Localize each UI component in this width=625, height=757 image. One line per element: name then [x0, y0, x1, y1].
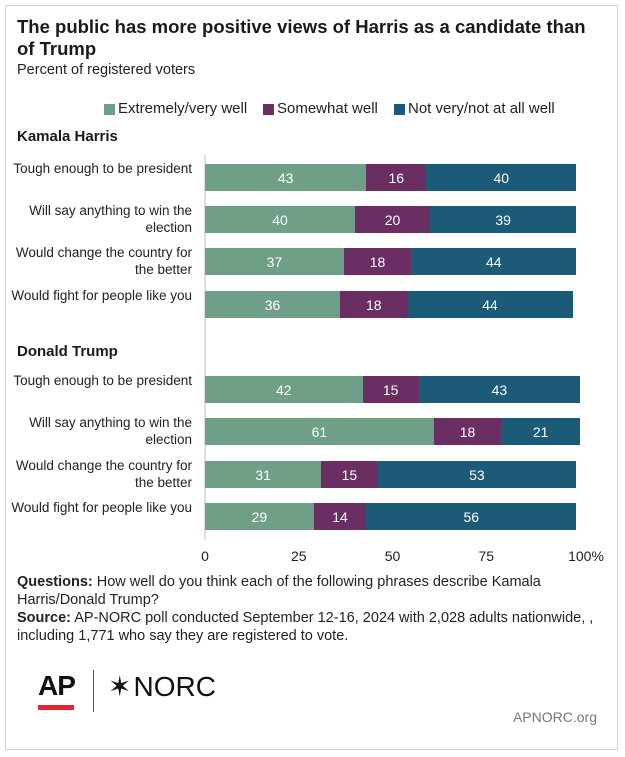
row-label: Would fight for people like you — [11, 288, 192, 303]
source-note: Source: AP-NORC poll conducted September… — [17, 609, 609, 645]
bar-value-label: 20 — [384, 211, 401, 228]
bar-segment-extremely: 36 — [205, 291, 340, 318]
group-label-1: Donald Trump — [17, 343, 118, 360]
bar-segment-somewhat: 18 — [433, 418, 502, 445]
bar-segment-extremely: 29 — [205, 503, 314, 530]
bar-segment-somewhat: 15 — [321, 461, 378, 488]
group-label-0: Kamala Harris — [17, 128, 118, 145]
bar-segment-extremely: 61 — [205, 418, 434, 445]
x-tick-label: 25 — [290, 548, 307, 564]
source-text: AP-NORC poll conducted September 12-16, … — [17, 610, 594, 644]
chart-subtitle: Percent of registered voters — [17, 62, 196, 78]
bar-segment-somewhat: 14 — [313, 503, 367, 530]
bar-value-label: 14 — [332, 508, 348, 525]
bar-value-label: 15 — [382, 381, 399, 398]
bar-value-label: 53 — [469, 466, 485, 483]
x-tick-label: 50 — [384, 548, 401, 564]
row-label: Would fight for people like you — [11, 500, 192, 515]
bar-segment-not: 43 — [418, 376, 580, 403]
bar-value-label: 36 — [264, 296, 281, 313]
bar-segment-extremely: 40 — [205, 206, 355, 233]
bar-value-label: 44 — [485, 253, 502, 270]
row-label: Would change the country for the better — [15, 245, 192, 277]
legend-label-not: Not very/not at all well — [408, 100, 555, 117]
bar-value-label: 40 — [493, 169, 510, 186]
bar-value-label: 29 — [251, 508, 268, 525]
x-tick-label: 100% — [568, 548, 604, 564]
bar-value-label: 44 — [482, 296, 498, 313]
bar-value-label: 42 — [275, 381, 292, 398]
footer-url: APNORC.org — [512, 709, 597, 725]
bar-value-label: 43 — [491, 381, 508, 398]
legend: Extremely/very well Somewhat well Not ve… — [0, 99, 625, 119]
bar-segment-extremely: 42 — [205, 376, 363, 403]
bar-segment-extremely: 37 — [205, 248, 344, 275]
bar-segment-not: 53 — [377, 461, 577, 488]
chart-frame — [5, 5, 618, 750]
ap-logo: AP — [38, 670, 76, 701]
questions-label: Questions: — [17, 574, 93, 590]
bar-value-label: 39 — [495, 211, 511, 228]
bar-value-label: 18 — [369, 253, 386, 270]
logo-divider — [93, 670, 94, 712]
row-label: Tough enough to be president — [13, 161, 192, 176]
bar-segment-somewhat: 18 — [340, 291, 408, 318]
bar-segment-not: 44 — [407, 291, 573, 318]
bar-segment-not: 40 — [426, 164, 577, 191]
bar-segment-not: 44 — [411, 248, 577, 275]
source-label: Source: — [17, 610, 71, 626]
bar-segment-somewhat: 20 — [355, 206, 430, 233]
legend-label-somewhat: Somewhat well — [277, 100, 378, 117]
row-label: Tough enough to be president — [13, 373, 192, 388]
norc-star-icon: ✶ — [108, 671, 132, 702]
chart-title: The public has more positive views of Ha… — [17, 16, 586, 59]
row-label: Would change the country for the better — [15, 458, 192, 490]
bar-value-label: 15 — [341, 466, 358, 483]
bar-segment-somewhat: 18 — [343, 248, 412, 275]
bar-segment-not: 39 — [430, 206, 577, 233]
chart-notes: Questions: How well do you think each of… — [17, 573, 609, 645]
x-tick-label: 0 — [201, 548, 209, 564]
bar-value-label: 40 — [272, 211, 288, 228]
bar-value-label: 56 — [463, 508, 480, 525]
legend-swatch-extremely — [104, 104, 115, 115]
ap-logo-underline — [38, 705, 74, 710]
bar-value-label: 43 — [277, 169, 294, 186]
legend-swatch-not — [394, 104, 405, 115]
bar-value-label: 61 — [311, 423, 328, 440]
questions-note: Questions: How well do you think each of… — [17, 573, 609, 609]
bar-value-label: 21 — [532, 423, 549, 440]
bar-segment-extremely: 43 — [205, 164, 367, 191]
bar-value-label: 16 — [388, 169, 405, 186]
bar-value-label: 18 — [459, 423, 476, 440]
legend-label-extremely: Extremely/very well — [118, 100, 248, 117]
legend-swatch-somewhat — [263, 104, 274, 115]
bar-segment-extremely: 31 — [205, 461, 322, 488]
x-tick-label: 75 — [478, 548, 495, 564]
row-label: Will say anything to win the election — [29, 203, 192, 235]
bar-value-label: 37 — [266, 253, 283, 270]
bar-value-label: 31 — [255, 466, 271, 483]
norc-logo-text: NORC — [133, 670, 216, 702]
row-label: Will say anything to win the election — [29, 415, 192, 447]
bar-segment-somewhat: 16 — [366, 164, 427, 191]
bar-value-label: 18 — [365, 296, 382, 313]
norc-logo: ✶ NORC — [108, 670, 216, 703]
questions-text: How well do you think each of the follow… — [17, 574, 541, 608]
bar-segment-not: 21 — [501, 418, 580, 445]
bar-segment-not: 56 — [366, 503, 577, 530]
bar-segment-somewhat: 15 — [362, 376, 419, 403]
